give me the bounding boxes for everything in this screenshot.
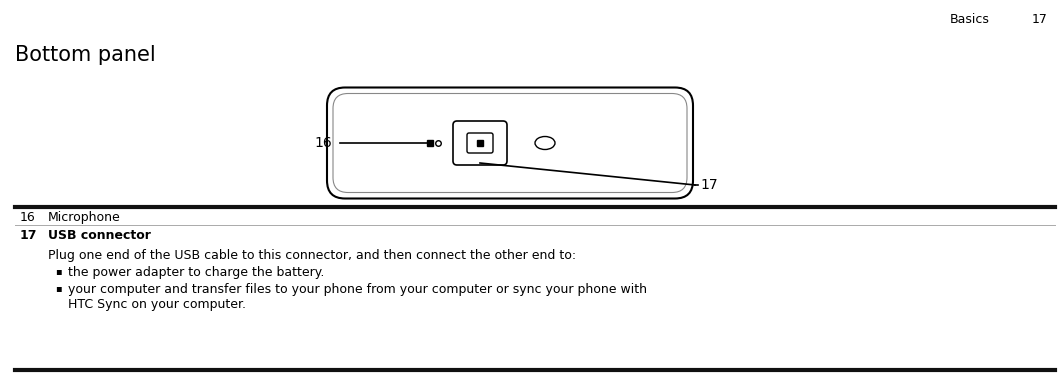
Ellipse shape [535,137,555,150]
FancyBboxPatch shape [326,88,693,198]
FancyBboxPatch shape [453,121,507,165]
Text: USB connector: USB connector [48,229,151,242]
Text: Microphone: Microphone [48,211,121,224]
Text: 17: 17 [700,178,718,192]
Text: Basics: Basics [950,13,990,26]
Text: 16: 16 [20,211,36,224]
Text: 16: 16 [314,136,332,150]
Text: ▪: ▪ [55,283,61,293]
Text: 17: 17 [1032,13,1048,26]
Text: the power adapter to charge the battery.: the power adapter to charge the battery. [68,266,324,279]
Text: Plug one end of the USB cable to this connector, and then connect the other end : Plug one end of the USB cable to this co… [48,249,577,262]
Text: ▪: ▪ [55,266,61,276]
Text: 17: 17 [20,229,37,242]
Text: Bottom panel: Bottom panel [15,45,156,65]
Text: your computer and transfer files to your phone from your computer or sync your p: your computer and transfer files to your… [68,283,647,311]
FancyBboxPatch shape [467,133,493,153]
